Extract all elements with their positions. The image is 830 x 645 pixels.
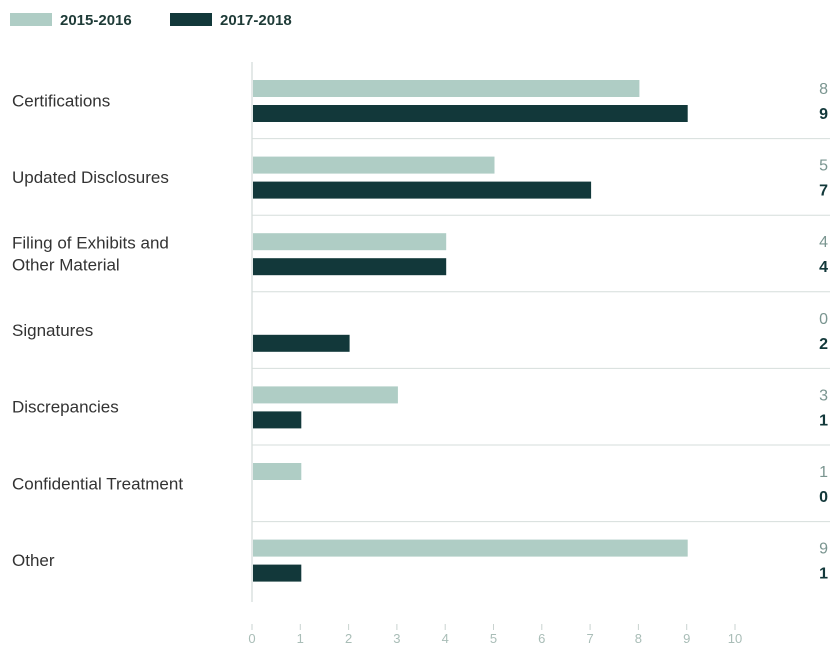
bar-2017-2018 <box>253 258 447 276</box>
category-label: Updated Disclosures <box>12 168 169 187</box>
data-label: 0 <box>819 489 828 506</box>
bar-2017-2018 <box>253 334 350 352</box>
category-label: Other <box>12 551 55 570</box>
data-label: 8 <box>819 81 828 98</box>
category-label: Signatures <box>12 321 93 340</box>
category-label: Confidential Treatment <box>12 474 183 493</box>
bar-2015-2016 <box>253 233 447 251</box>
data-label: 3 <box>819 387 828 404</box>
x-tick-label: 8 <box>635 631 642 645</box>
x-tick-label: 4 <box>442 631 449 645</box>
data-label: 7 <box>819 183 828 200</box>
x-tick-label: 5 <box>490 631 497 645</box>
data-label: 2 <box>819 336 828 353</box>
x-tick-label: 3 <box>393 631 400 645</box>
data-label: 1 <box>819 412 828 429</box>
bar-2017-2018 <box>253 411 302 429</box>
x-tick-label: 0 <box>248 631 255 645</box>
bar-2015-2016 <box>253 463 302 480</box>
data-label: 4 <box>819 259 828 276</box>
x-tick-label: 7 <box>586 631 593 645</box>
bar-2015-2016 <box>253 386 398 404</box>
x-tick-label: 9 <box>683 631 690 645</box>
legend-label: 2015-2016 <box>60 12 132 29</box>
data-label: 1 <box>819 464 828 481</box>
data-label: 5 <box>819 158 828 175</box>
legend-label: 2017-2018 <box>220 12 292 29</box>
x-tick-label: 10 <box>728 631 742 645</box>
bar-2017-2018 <box>253 105 688 122</box>
bar-2015-2016 <box>253 156 495 174</box>
data-label: 4 <box>819 234 828 251</box>
data-label: 0 <box>819 311 828 328</box>
bar-2015-2016 <box>253 539 688 557</box>
bar-2017-2018 <box>253 564 302 582</box>
legend-swatch-2015-2016 <box>10 13 52 26</box>
category-label: Filing of Exhibits and <box>12 234 169 253</box>
x-tick-label: 1 <box>297 631 304 645</box>
data-label: 1 <box>819 566 828 583</box>
data-label: 9 <box>819 106 828 123</box>
category-label: Discrepancies <box>12 398 119 417</box>
x-tick-label: 2 <box>345 631 352 645</box>
category-label: Certifications <box>12 91 110 110</box>
data-label: 9 <box>819 541 828 558</box>
bar-2015-2016 <box>253 80 640 97</box>
x-tick-label: 6 <box>538 631 545 645</box>
legend-swatch-2017-2018 <box>170 13 212 26</box>
category-label: Other Material <box>12 256 120 275</box>
bar-2017-2018 <box>253 181 592 199</box>
